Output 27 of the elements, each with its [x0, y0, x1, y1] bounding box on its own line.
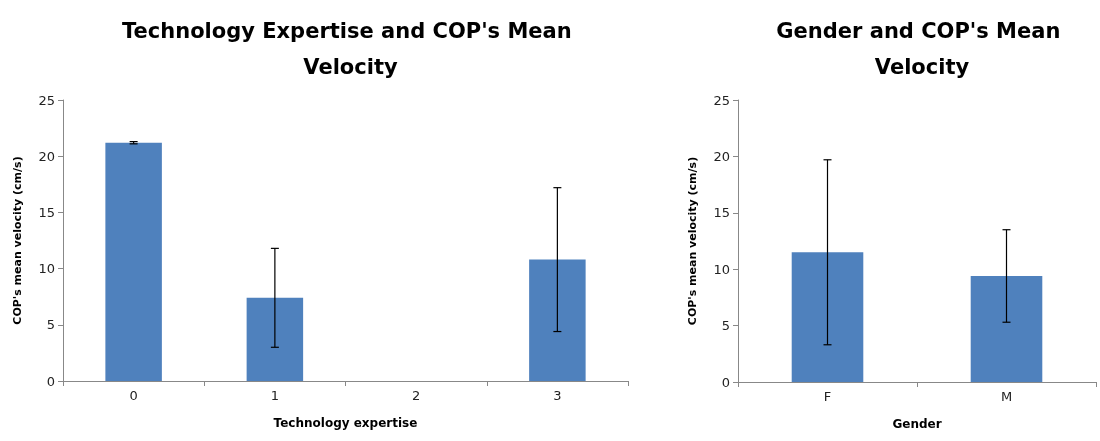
x-tick-label: 1 [270, 388, 280, 403]
x-tick-label: 3 [553, 388, 562, 403]
y-tick-label: 20 [38, 148, 55, 164]
y-tick-label: 5 [721, 318, 730, 334]
x-axis-title: Gender [892, 417, 942, 431]
y-tick-label: 10 [38, 261, 55, 277]
chart-title: Technology Expertise and COP's Mean Velocity [122, 19, 579, 79]
y-tick-label: 5 [46, 317, 55, 333]
chart-title: Gender and COP's Mean Velocity [776, 19, 1068, 79]
y-tick-label: 15 [713, 205, 730, 221]
y-tick-label: 0 [46, 373, 55, 389]
bar [529, 259, 586, 381]
x-tick-label: 2 [411, 388, 421, 403]
y-axis-title: COP's mean velocity (cm/s) [686, 156, 699, 326]
y-tick-label: 15 [38, 204, 55, 220]
bar [105, 142, 162, 381]
y-tick-label: 25 [38, 92, 55, 108]
y-tick-label: 0 [721, 374, 730, 390]
y-tick-label: 25 [713, 92, 730, 108]
bar [246, 297, 304, 381]
x-tick-label: F [823, 389, 832, 404]
x-tick-label: 0 [129, 388, 138, 403]
y-tick-label: 10 [713, 261, 730, 277]
y-axis-title: COP's mean velocity (cm/s) [11, 156, 24, 325]
y-tick-label: 20 [713, 148, 730, 164]
x-axis-title: Technology expertise [273, 416, 418, 430]
x-tick-label: M [1000, 389, 1013, 404]
